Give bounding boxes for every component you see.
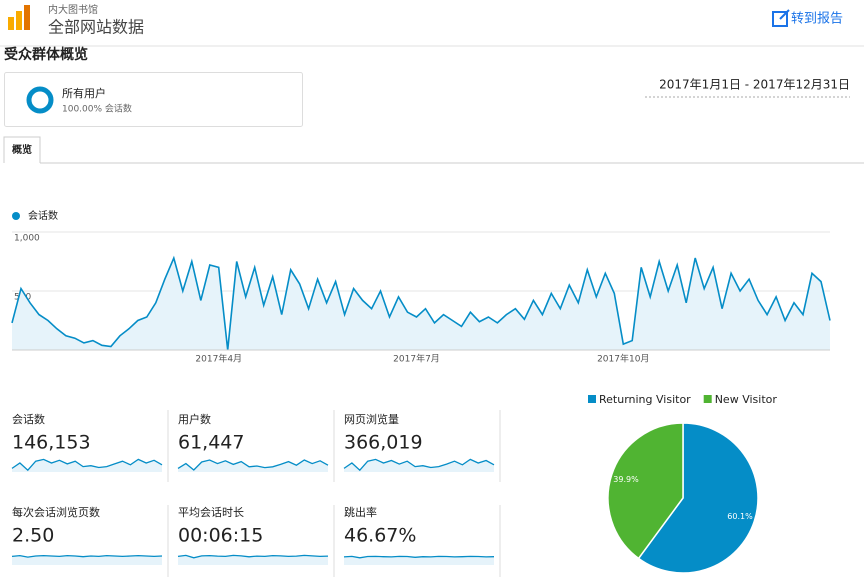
x-tick-label: 2017年10月 bbox=[597, 353, 649, 365]
legend-label: Returning Visitor bbox=[599, 393, 691, 406]
segment-name: 所有用户 bbox=[62, 86, 106, 100]
pie-slice bbox=[607, 422, 684, 560]
logo-bar bbox=[16, 11, 22, 30]
area-fill bbox=[12, 258, 830, 350]
segment-ring bbox=[26, 86, 54, 114]
tab[interactable]: 概览 bbox=[12, 143, 32, 156]
y-tick-label: 1,000 bbox=[14, 234, 40, 244]
report-link-icon[interactable] bbox=[772, 9, 790, 27]
report-link[interactable]: 转到报告 bbox=[791, 12, 843, 27]
icon-arrow bbox=[779, 9, 790, 20]
sparkline-area bbox=[344, 556, 494, 565]
metric-value: 146,153 bbox=[12, 432, 91, 454]
sparkline bbox=[11, 458, 163, 472]
date-range[interactable]: 2017年1月1日 - 2017年12月31日 bbox=[659, 78, 850, 92]
legend-swatch bbox=[703, 395, 712, 403]
legend-swatch bbox=[588, 395, 596, 403]
segment-detail: 100.00% 会话数 bbox=[62, 103, 132, 115]
pie-slice bbox=[637, 422, 759, 574]
segment-box[interactable] bbox=[4, 72, 303, 127]
sparkline bbox=[343, 458, 495, 472]
x-tick-label: 2017年7月 bbox=[393, 353, 440, 365]
sparkline bbox=[11, 554, 163, 558]
pie-label: 39.9% bbox=[613, 475, 639, 484]
metric-value: 61,447 bbox=[178, 432, 244, 454]
sparkline bbox=[177, 459, 329, 471]
logo-bar bbox=[8, 17, 14, 30]
metric-value: 2.50 bbox=[12, 525, 54, 547]
sparkline-area bbox=[178, 555, 328, 565]
logo bbox=[8, 5, 30, 30]
metric-value: 46.67% bbox=[344, 525, 416, 547]
sparkline bbox=[343, 555, 495, 559]
tab-box[interactable] bbox=[3, 136, 41, 163]
sep bbox=[167, 410, 501, 577]
view-name[interactable]: 全部网站数据 bbox=[48, 18, 144, 37]
metric-value: 366,019 bbox=[344, 432, 423, 454]
page-title: 受众群体概览 bbox=[4, 46, 88, 63]
metric-name: 跳出率 bbox=[344, 505, 377, 519]
legend-dot bbox=[12, 212, 20, 220]
legend-label: 会话数 bbox=[28, 209, 58, 222]
pie-label: 60.1% bbox=[727, 512, 753, 521]
metric-name: 会话数 bbox=[12, 413, 45, 426]
icon-box bbox=[772, 11, 788, 27]
sparkline bbox=[177, 554, 329, 559]
metric-name: 每次会话浏览页数 bbox=[12, 505, 100, 519]
metric-name: 用户数 bbox=[178, 412, 211, 426]
x-tick-label: 2017年4月 bbox=[195, 353, 242, 365]
legend-label: New Visitor bbox=[715, 393, 778, 406]
logo-bar bbox=[24, 5, 30, 30]
sparkline-area bbox=[12, 555, 162, 565]
site-name: 内大图书馆 bbox=[48, 3, 98, 16]
metric-name: 网页浏览量 bbox=[344, 412, 399, 426]
line bbox=[11, 255, 831, 351]
metric-name: 平均会话时长 bbox=[178, 506, 244, 519]
metric-value: 00:06:15 bbox=[178, 525, 263, 547]
